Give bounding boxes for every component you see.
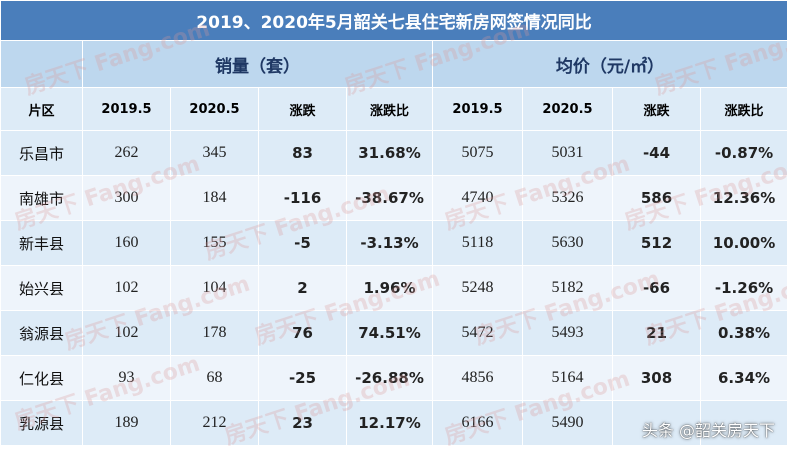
cell-area: 南雄市 <box>0 175 83 221</box>
cell-sales-change: 2 <box>258 265 347 311</box>
cell-price-change: -66 <box>612 265 701 311</box>
table-title: 2019、2020年5月韶关七县住宅新房网签情况同比 <box>0 0 787 41</box>
cell-price-change <box>612 400 701 446</box>
cell-area: 乳源县 <box>0 400 83 446</box>
cell-price-2020: 5326 <box>522 175 613 221</box>
cell-sales-2020: 68 <box>170 355 259 401</box>
cell-sales-2019: 102 <box>82 265 171 311</box>
cell-sales-change: 83 <box>258 130 347 176</box>
header-price-change: 涨跌 <box>612 87 701 131</box>
cell-price-change: 21 <box>612 310 701 356</box>
header-sales-2020: 2020.5 <box>170 87 259 131</box>
cell-price-2019: 5248 <box>432 265 523 311</box>
header-price-2019: 2019.5 <box>432 87 523 131</box>
cell-price-pct: -0.87% <box>699 130 787 176</box>
cell-sales-pct: 31.68% <box>346 130 433 176</box>
cell-price-change: 586 <box>612 175 701 221</box>
header-sales-change: 涨跌 <box>258 87 347 131</box>
cell-sales-change: -25 <box>258 355 347 401</box>
cell-price-2020: 5031 <box>522 130 613 176</box>
cell-price-pct: 12.36% <box>699 175 787 221</box>
cell-price-2020: 5164 <box>522 355 613 401</box>
cell-sales-2020: 212 <box>170 400 259 446</box>
table-row: 南雄市 300 184 -116 -38.67% 4740 5326 586 12.36% <box>0 175 787 221</box>
cell-sales-2020: 184 <box>170 175 259 221</box>
cell-price-2020: 5182 <box>522 265 613 311</box>
cell-price-pct: 0.38% <box>699 310 787 356</box>
cell-sales-2019: 300 <box>82 175 171 221</box>
cell-sales-change: -116 <box>258 175 347 221</box>
cell-area: 仁化县 <box>0 355 83 401</box>
cell-sales-2019: 102 <box>82 310 171 356</box>
cell-sales-change: -5 <box>258 220 347 266</box>
header-area: 片区 <box>0 87 83 131</box>
cell-price-pct: 6.34% <box>699 355 787 401</box>
header-sales-2019: 2019.5 <box>82 87 171 131</box>
cell-price-2019: 4740 <box>432 175 523 221</box>
cell-price-2020: 5493 <box>522 310 613 356</box>
cell-sales-pct: 74.51% <box>346 310 433 356</box>
cell-sales-2019: 262 <box>82 130 171 176</box>
cell-price-2020: 5490 <box>522 400 613 446</box>
group-blank <box>0 40 83 88</box>
cell-price-2019: 4856 <box>432 355 523 401</box>
cell-sales-2020: 345 <box>170 130 259 176</box>
table-row: 翁源县 102 178 76 74.51% 5472 5493 21 0.38% <box>0 310 787 356</box>
cell-area: 始兴县 <box>0 265 83 311</box>
cell-sales-change: 23 <box>258 400 347 446</box>
cell-sales-pct: 1.96% <box>346 265 433 311</box>
cell-area: 新丰县 <box>0 220 83 266</box>
cell-price-2019: 6166 <box>432 400 523 446</box>
source-caption: 头条 @韶关房天下 <box>641 421 775 440</box>
table-row: 新丰县 160 155 -5 -3.13% 5118 5630 512 10.00% <box>0 220 787 266</box>
header-sales-pct: 涨跌比 <box>346 87 433 131</box>
table-row: 乳源县 189 212 23 12.17% 6166 5490 <box>0 400 787 446</box>
cell-sales-pct: -38.67% <box>346 175 433 221</box>
cell-price-2019: 5472 <box>432 310 523 356</box>
cell-area: 翁源县 <box>0 310 83 356</box>
cell-sales-2020: 155 <box>170 220 259 266</box>
table-row: 乐昌市 262 345 83 31.68% 5075 5031 -44 -0.87% <box>0 130 787 176</box>
cell-sales-2020: 178 <box>170 310 259 356</box>
cell-price-pct: -1.26% <box>699 265 787 311</box>
cell-price-2019: 5075 <box>432 130 523 176</box>
header-price-pct: 涨跌比 <box>699 87 787 131</box>
cell-sales-2019: 160 <box>82 220 171 266</box>
cell-sales-pct: 12.17% <box>346 400 433 446</box>
group-price: 均价（元/㎡） <box>431 40 787 88</box>
cell-area: 乐昌市 <box>0 130 83 176</box>
cell-sales-2019: 93 <box>82 355 171 401</box>
cell-sales-2019: 189 <box>82 400 171 446</box>
cell-price-change: 512 <box>612 220 701 266</box>
cell-price-change: 308 <box>612 355 701 401</box>
cell-sales-pct: -3.13% <box>346 220 433 266</box>
header-price-2020: 2020.5 <box>522 87 613 131</box>
cell-price-2019: 5118 <box>432 220 523 266</box>
cell-sales-pct: -26.88% <box>346 355 433 401</box>
cell-price-change: -44 <box>612 130 701 176</box>
table-row: 仁化县 93 68 -25 -26.88% 4856 5164 308 6.34% <box>0 355 787 401</box>
cell-price-pct <box>699 400 787 446</box>
cell-sales-2020: 104 <box>170 265 259 311</box>
group-sales: 销量（套） <box>82 40 433 88</box>
cell-price-pct: 10.00% <box>699 220 787 266</box>
table-row: 始兴县 102 104 2 1.96% 5248 5182 -66 -1.26% <box>0 265 787 311</box>
cell-sales-change: 76 <box>258 310 347 356</box>
cell-price-2020: 5630 <box>522 220 613 266</box>
